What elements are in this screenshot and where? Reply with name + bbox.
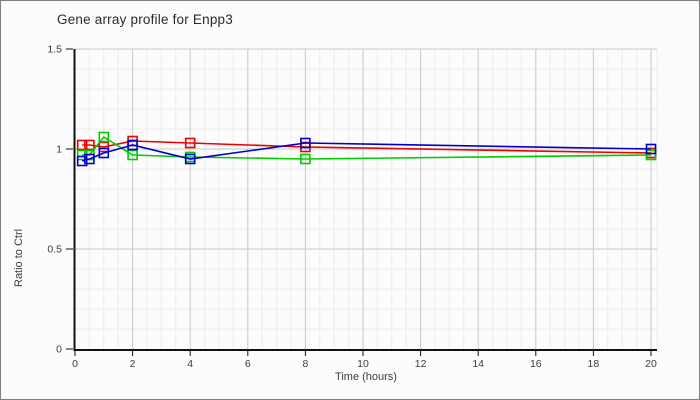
y-tick-labels: 0 0.5 1 1.5: [47, 44, 62, 356]
series-blue-marker: [127, 139, 138, 151]
x-tick-label: 6: [245, 358, 251, 370]
x-tick-labels: 0 2 4 6 8 10 12 14 16 18 20: [72, 358, 657, 370]
series-blue-marker: [84, 153, 95, 165]
x-tick-label: 2: [130, 358, 136, 370]
series-green-marker: [98, 131, 110, 143]
axes: [66, 48, 657, 356]
series-blue-marker: [184, 153, 196, 165]
grid-major: [75, 48, 657, 349]
series-blue-marker: [300, 137, 311, 149]
series-blue-marker: [645, 143, 657, 155]
grid-minor: [75, 49, 658, 349]
y-tick-label: 0: [56, 344, 62, 356]
x-tick-label: 0: [72, 358, 78, 370]
series-red-marker: [98, 141, 110, 153]
x-tick-label: 16: [530, 358, 542, 370]
series-green-marker: [300, 153, 311, 165]
series-red-marker: [76, 139, 88, 151]
x-tick-label: 10: [357, 358, 369, 370]
series-red-marker: [184, 137, 196, 149]
series-blue-marker: [76, 155, 88, 167]
x-tick-label: 14: [472, 358, 484, 370]
series-blue: [76, 137, 657, 167]
series-green-marker: [645, 149, 657, 161]
chart-title: Gene array profile for Enpp3: [57, 12, 233, 27]
y-tick-label: 0.5: [47, 244, 62, 256]
series-green-marker: [127, 149, 138, 161]
x-tick-label: 12: [415, 358, 427, 370]
x-tick-label: 4: [187, 358, 193, 370]
x-tick-label: 20: [645, 358, 657, 370]
x-tick-label: 8: [302, 358, 308, 370]
x-tick-label: 18: [588, 358, 600, 370]
y-axis-label: Ratio to Ctrl: [13, 228, 25, 287]
x-axis-label: Time (hours): [335, 371, 397, 383]
y-tick-label: 1.5: [47, 44, 62, 56]
y-tick-label: 1: [56, 144, 62, 156]
series-red-marker: [84, 139, 95, 151]
series-blue-line: [81, 142, 652, 162]
series-blue-marker: [98, 147, 110, 159]
